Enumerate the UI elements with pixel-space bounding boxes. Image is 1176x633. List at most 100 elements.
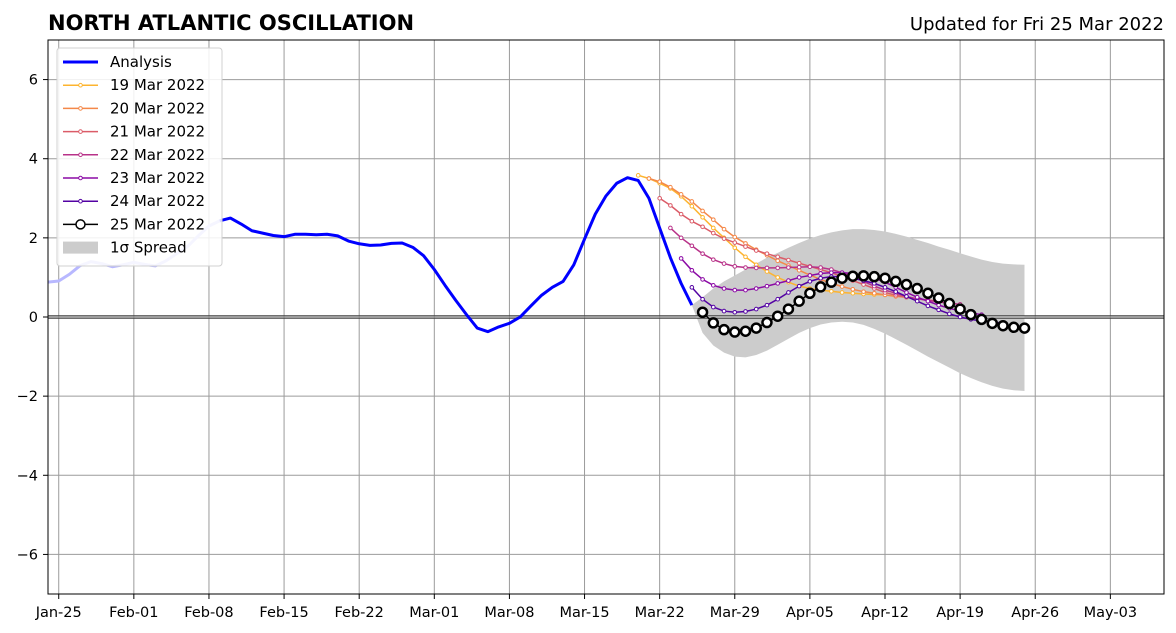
legend-21-mar-2022-label: 21 Mar 2022 [110,123,205,141]
forecast-24-mar-2022-point [914,298,920,304]
forecast-24-mar-2022-point [925,303,931,309]
forecast-20-mar-2022-point [646,176,652,181]
forecast-24-mar-2022-point [796,283,802,289]
analysis-line [219,176,694,334]
forecast-25-mar-2022-point [943,297,956,310]
legend-19-mar-2022-marker [78,82,83,88]
forecast-24-mar-2022-point [689,285,695,290]
x-tick-label: Apr-26 [1011,605,1059,621]
forecast-21-mar-2022-point [700,224,705,230]
forecast-23-mar-2022-point [689,268,695,273]
legend-analysis-label: Analysis [110,53,172,71]
legend-23-mar-2022-marker [78,175,83,181]
legend-21-mar-2022-marker [78,129,83,134]
legend-23-mar-2022-label: 23 Mar 2022 [110,169,205,187]
x-tick-label: Mar-15 [559,605,609,621]
forecast-25-mar-2022-point [857,270,870,282]
legend-20-mar-2022-marker [78,106,83,111]
forecast-22-mar-2022-point [796,264,802,270]
forecast-25-mar-2022-point [729,326,741,338]
y-tick-label: −6 [17,547,38,563]
y-tick-label: 0 [29,310,38,326]
forecast-20-mar-2022-point [689,199,695,204]
forecast-19-mar-2022-point [850,290,856,296]
legend-20-mar-2022-label: 20 Mar 2022 [110,99,205,117]
forecast-25-mar-2022-point [825,276,838,288]
forecast-24-mar-2022-point [786,290,791,295]
forecast-22-mar-2022-point [807,264,813,270]
forecast-25-mar-2022-point [1018,322,1031,334]
forecast-21-mar-2022-point [786,257,791,263]
forecast-24-mar-2022-point [818,275,823,281]
legend-25-mar-2022-label: 25 Mar 2022 [110,215,205,233]
forecast-23-mar-2022-point [732,287,738,293]
forecast-23-mar-2022-point [786,278,791,283]
forecast-25-mar-2022-point [868,270,881,283]
y-tick-label: −2 [17,389,38,405]
forecast-22-mar-2022-point [786,265,791,270]
forecast-24-mar-2022-point [775,296,780,302]
forecast-23-mar-2022-point [764,283,770,289]
forecast-21-mar-2022-point [743,244,748,249]
forecast-19-mar-2022-point [829,288,834,294]
forecast-25-mar-2022-point [804,287,816,300]
forecast-21-mar-2022-point [732,240,738,245]
forecast-24-mar-2022-point [807,279,813,284]
forecast-19-mar-2022-point [775,275,780,280]
forecast-23-mar-2022-point [775,281,780,286]
legend-box [56,47,223,267]
forecast-19-mar-2022-point [764,269,770,274]
forecast-21-mar-2022-point [721,236,727,241]
forecast-21-mar-2022-point [796,260,802,266]
forecast-24-mar-2022-point [893,289,899,294]
forecast-23-mar-2022-point [925,298,931,304]
forecast-20-mar-2022-point [732,234,738,240]
forecast-24-mar-2022-point [743,309,748,314]
forecast-24-mar-2022-point [957,314,963,320]
forecast-24-mar-2022-point [764,302,770,308]
forecast-22-mar-2022-point [668,225,673,231]
forecast-22-mar-2022-point [818,265,823,270]
forecast-25-mar-2022-point [922,287,934,300]
forecast-25-mar-2022-point [707,317,720,329]
forecast-22-mar-2022-point [732,264,738,269]
forecast-24-mar-2022-point [753,306,759,312]
x-tick-label: Mar-29 [710,605,760,621]
legend-1-spread-swatch [63,241,98,254]
forecast-25-mar-2022-point [932,292,945,304]
forecast-20-mar-2022-point [775,258,780,264]
forecast-23-mar-2022-point [753,286,759,291]
x-tick-label: Apr-19 [936,605,984,621]
forecast-19-mar-2022-point [711,225,716,231]
forecast-22-mar-2022-point [775,265,780,271]
x-tick-label: Feb-08 [184,605,233,621]
legend-24-mar-2022-marker [78,198,83,204]
tick-labels: Jan-25 Feb-01 Feb-08 Feb-15 Feb-22 Mar-01 Mar-… [17,73,1137,621]
forecast-22-mar-2022-line [669,227,961,306]
forecast-20-mar-2022-point [839,284,845,289]
forecast-25-mar-2022-point [814,281,827,293]
forecast-25-mar-2022-point [696,306,709,319]
forecast-25-mar-2022-point [986,317,999,330]
forecast-21-mar-2022-point [753,248,759,253]
forecast-25-mar-2022-point [954,303,966,315]
forecast-19-mar-2022-point [635,173,641,178]
forecast-25-mar-2022-point [975,313,988,326]
forecast-25-mar-2022-point [997,319,1009,332]
forecast-25-mar-2022-point [782,303,795,315]
forecast-19-mar-2022-point [839,290,845,295]
forecast-21-mar-2022-point [764,251,770,256]
forecast-19-mar-2022-point [689,203,695,209]
forecast-22-mar-2022-point [678,235,684,241]
forecast-22-mar-2022-point [700,251,705,256]
axes-frame [43,39,1165,599]
forecast-25-mar-2022-point [793,295,805,307]
x-tick-label: Mar-01 [409,605,459,621]
forecast-24-mar-2022-point [882,285,888,290]
forecast-21-mar-2022-point [657,195,662,201]
forecast-25-mar-2022-point [847,270,859,282]
legend-22-mar-2022-marker [78,152,83,158]
chart-subtitle: Updated for Fri 25 Mar 2022 [910,14,1164,35]
chart-legend: Analysis 19 Mar 2022 20 Mar 2022 21 Mar 202… [56,47,223,267]
